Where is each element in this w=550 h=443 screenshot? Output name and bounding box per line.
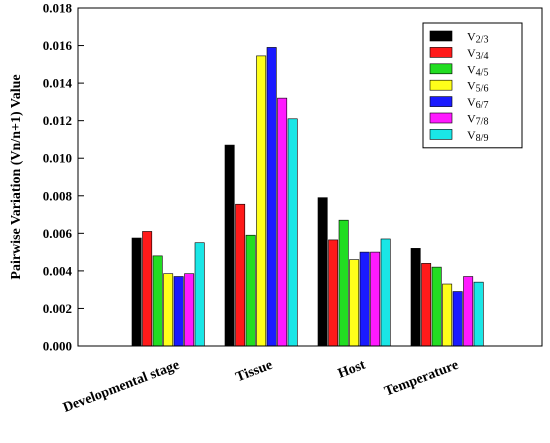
bars [131,47,484,347]
legend-swatch [429,112,453,124]
bar [152,255,163,347]
bar [173,276,184,347]
y-tick-label: 0.002 [43,301,72,316]
x-axis: Developmental stage Tissue Host Temperature [61,341,461,416]
bar [224,144,235,347]
bar [370,251,381,347]
y-axis: 0.000 0.002 0.004 0.006 0.008 0.010 0.012 0.014… [43,1,84,354]
legend-label: V4/5 [467,62,488,78]
bar [452,291,463,347]
y-axis-label: Pairwise Variation (Vn/n+1) Value [9,74,24,279]
bar [163,273,174,347]
bar [473,281,484,347]
y-tick-label: 0.006 [43,226,73,241]
legend-label: V8/9 [467,128,488,144]
bar [142,231,153,347]
bar [328,239,339,347]
legend-swatch [429,47,453,58]
y-tick-label: 0.000 [43,339,72,354]
bar [277,97,288,347]
y-tick-label: 0.008 [43,188,73,203]
plot-frame [77,7,543,347]
bar [359,251,370,347]
bar [421,263,432,347]
bar [349,259,360,347]
legend-label: V2/3 [467,30,488,46]
bar [245,234,256,347]
bar [338,219,349,347]
bar [256,55,267,347]
bar [317,197,328,347]
bar [184,273,195,347]
legend-swatch [429,79,453,91]
y-tick-label: 0.018 [43,1,73,16]
x-tick-label: Host [336,358,368,382]
bar [266,47,277,347]
legend-swatch [429,30,453,42]
x-tick-label: Tissue [234,358,275,386]
bar [431,266,442,347]
bar [380,238,391,347]
x-tick-label: Developmental stage [61,358,181,416]
y-tick-label: 0.004 [43,263,73,278]
bar [194,242,205,347]
legend: V2/3V3/4V4/5V5/6V6/7V7/8V8/9 [422,22,523,149]
y-tick-label: 0.016 [43,38,73,53]
x-tick-label: Temperature [383,358,461,400]
legend-swatch [429,63,453,75]
legend-label: V5/6 [467,79,488,95]
legend-label: V3/4 [467,46,488,62]
y-tick-label: 0.010 [43,151,72,166]
bar [442,283,453,347]
legend-swatch [429,129,453,140]
bar [410,248,421,347]
bar [287,118,298,347]
bar [131,237,142,347]
bar [463,276,474,347]
legend-label: V6/7 [467,95,488,111]
legend-swatch [429,96,453,107]
legend-label: V7/8 [467,112,488,128]
y-tick-label: 0.014 [43,76,73,91]
y-tick-label: 0.012 [43,113,72,128]
bar [235,203,246,347]
